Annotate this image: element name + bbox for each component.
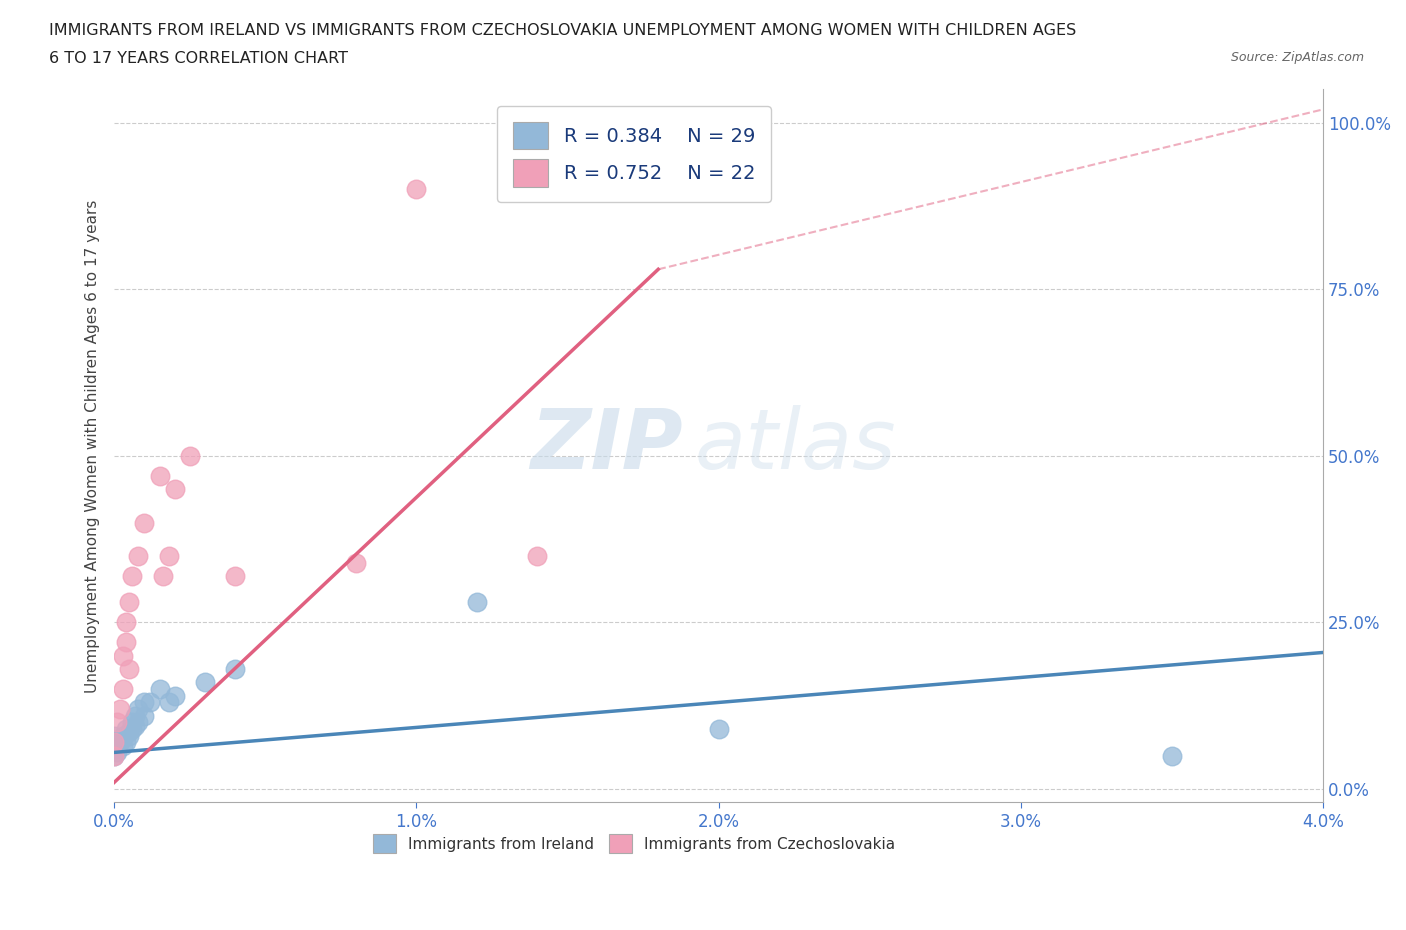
Y-axis label: Unemployment Among Women with Children Ages 6 to 17 years: Unemployment Among Women with Children A… xyxy=(86,199,100,693)
Text: IMMIGRANTS FROM IRELAND VS IMMIGRANTS FROM CZECHOSLOVAKIA UNEMPLOYMENT AMONG WOM: IMMIGRANTS FROM IRELAND VS IMMIGRANTS FR… xyxy=(49,23,1077,38)
Point xyxy=(134,695,156,710)
Point xyxy=(148,469,170,484)
Text: Source: ZipAtlas.com: Source: ZipAtlas.com xyxy=(1230,51,1364,64)
Point xyxy=(115,615,138,630)
Point xyxy=(194,675,217,690)
Point xyxy=(707,722,730,737)
Point xyxy=(1161,749,1184,764)
Point xyxy=(105,715,128,730)
Point xyxy=(344,555,367,570)
Point xyxy=(127,701,149,716)
Point xyxy=(163,688,186,703)
Point xyxy=(121,568,143,583)
Point xyxy=(127,549,149,564)
Point xyxy=(148,682,170,697)
Point xyxy=(112,728,135,743)
Point xyxy=(110,735,132,750)
Point xyxy=(103,749,125,764)
Point xyxy=(112,682,135,697)
Point xyxy=(115,735,138,750)
Point xyxy=(157,549,180,564)
Point xyxy=(163,482,186,497)
Point xyxy=(103,728,125,743)
Text: ZIP: ZIP xyxy=(530,405,682,486)
Point xyxy=(103,749,125,764)
Text: atlas: atlas xyxy=(695,405,896,486)
Point xyxy=(224,661,246,676)
Point xyxy=(152,568,174,583)
Point xyxy=(127,715,149,730)
Point xyxy=(121,722,143,737)
Point xyxy=(224,568,246,583)
Point xyxy=(465,595,488,610)
Point xyxy=(105,745,128,760)
Point xyxy=(115,722,138,737)
Point xyxy=(103,741,125,756)
Point xyxy=(110,732,132,747)
Point xyxy=(118,661,141,676)
Point xyxy=(112,738,135,753)
Text: 6 TO 17 YEARS CORRELATION CHART: 6 TO 17 YEARS CORRELATION CHART xyxy=(49,51,349,66)
Point xyxy=(405,182,427,197)
Point xyxy=(103,735,125,750)
Point xyxy=(118,725,141,740)
Point xyxy=(134,515,156,530)
Point xyxy=(157,695,180,710)
Point xyxy=(124,718,146,733)
Legend: Immigrants from Ireland, Immigrants from Czechoslovakia: Immigrants from Ireland, Immigrants from… xyxy=(367,828,901,859)
Point xyxy=(115,635,138,650)
Point xyxy=(112,648,135,663)
Point xyxy=(134,709,156,724)
Point xyxy=(124,709,146,724)
Point xyxy=(118,728,141,743)
Point xyxy=(526,549,548,564)
Point xyxy=(110,701,132,716)
Point xyxy=(179,448,201,463)
Point xyxy=(121,715,143,730)
Point xyxy=(118,595,141,610)
Point xyxy=(139,695,162,710)
